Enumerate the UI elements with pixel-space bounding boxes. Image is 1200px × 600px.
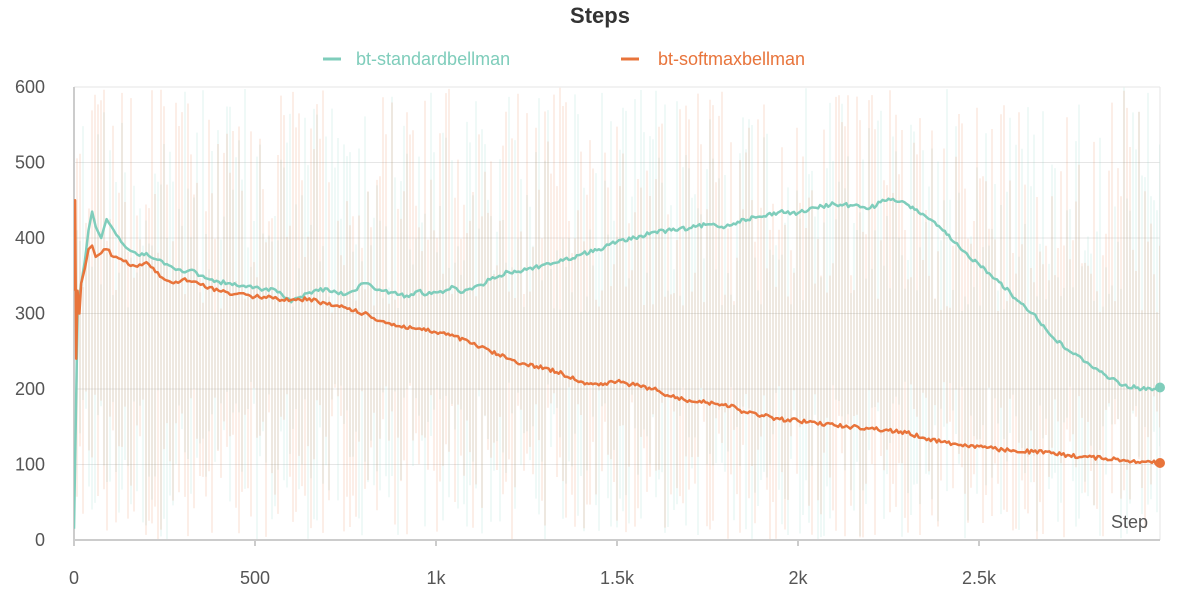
series-end-markers xyxy=(1155,382,1165,468)
chart-title: Steps xyxy=(570,3,630,28)
x-tick-label: 500 xyxy=(240,568,270,588)
end-marker-bt-softmaxbellman xyxy=(1155,457,1165,468)
y-tick-label: 300 xyxy=(15,304,45,324)
raw-noise-band xyxy=(74,87,1160,540)
raw-noise-bt-softmaxbellman xyxy=(74,87,1160,540)
x-tick-label: 1.5k xyxy=(600,568,635,588)
y-tick-label: 0 xyxy=(35,530,45,550)
series-line-bt-softmaxbellman[interactable] xyxy=(74,199,1160,466)
series-line-bt-standardbellman[interactable] xyxy=(74,197,1160,529)
y-tick-label: 100 xyxy=(15,455,45,475)
legend-label-standard: bt-standardbellman xyxy=(356,49,510,69)
end-marker-bt-standardbellman xyxy=(1155,382,1165,393)
y-tick-label: 400 xyxy=(15,228,45,248)
legend-label-softmax: bt-softmaxbellman xyxy=(658,49,805,69)
x-tick-label: 1k xyxy=(426,568,446,588)
x-axis-ticks: 0 500 1k 1.5k 2k 2.5k xyxy=(69,540,997,588)
gridlines xyxy=(74,86,1161,540)
y-tick-label: 200 xyxy=(15,379,45,399)
y-tick-label: 600 xyxy=(15,77,45,97)
x-tick-label: 2.5k xyxy=(962,568,997,588)
x-axis-label: Step xyxy=(1111,512,1148,532)
y-axis-ticks: 0 100 200 300 400 500 600 xyxy=(15,77,45,550)
x-tick-label: 0 xyxy=(69,568,79,588)
legend[interactable]: bt-standardbellman bt-softmaxbellman xyxy=(323,49,805,69)
x-tick-label: 2k xyxy=(788,568,808,588)
y-tick-label: 500 xyxy=(15,153,45,173)
series-lines[interactable] xyxy=(74,197,1160,529)
